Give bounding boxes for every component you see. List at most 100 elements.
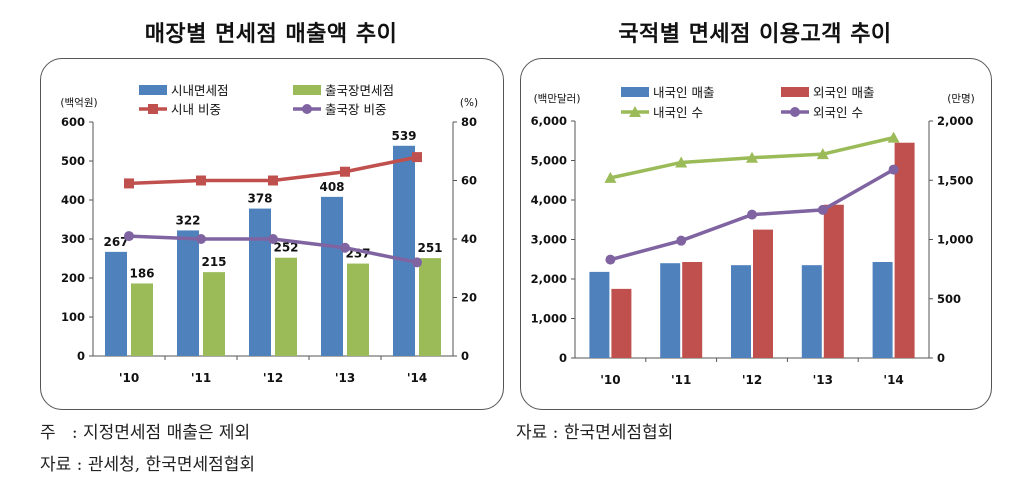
- c0-line-point-1: [340, 166, 350, 177]
- c0-x-tick-label: '13: [335, 371, 355, 385]
- c0-x-tick-label: '12: [263, 371, 283, 385]
- c0-legend-swatch: [139, 85, 167, 95]
- c1-y-tick-label-left: 5,000: [531, 154, 567, 168]
- chart-customers-box: (백만달러) (만명) 0 1,000 2,000 3,000 4,000 5,000 6,00…: [520, 58, 992, 410]
- c0-legend-marker: [148, 104, 158, 114]
- c1-y-tick-label-left: 0: [559, 351, 567, 365]
- chart-customers: (백만달러) (만명) 0 1,000 2,000 3,000 4,000 5,000 6,00…: [531, 85, 975, 387]
- c0-line-point-2: [268, 234, 278, 244]
- c1-legend-marker: [629, 106, 641, 117]
- c1-line-point-2: [888, 164, 899, 175]
- c0-bar-value-label: 186: [129, 266, 154, 280]
- c0-x-tick-label: '10: [119, 371, 139, 385]
- c0-y-tick-label-left: 0: [77, 349, 85, 363]
- c0-x-tick-label: '11: [191, 371, 211, 385]
- c0-y-tick-label-right: 0: [461, 349, 469, 363]
- c1-legend-label: 외국인 매출: [813, 85, 874, 100]
- c0-y-tick-label-right: 60: [461, 174, 477, 188]
- c1-legend-swatch: [781, 87, 809, 97]
- c1-bar-2: [894, 142, 915, 358]
- c0-line-point-1: [412, 152, 422, 163]
- c0-bar-value-label: 539: [391, 129, 416, 143]
- c0-legend-label: 출국장면세점: [325, 83, 394, 98]
- c1-bar-1: [731, 265, 751, 358]
- c0-bar-value-label: 267: [103, 235, 128, 249]
- c0-y-tick-label-left: 200: [61, 271, 85, 285]
- c0-y-tick-label-left: 400: [61, 193, 85, 207]
- c1-x-tick-label: '10: [600, 373, 620, 387]
- c1-line-point-1: [887, 131, 900, 143]
- c0-bar-value-label: 378: [247, 192, 272, 206]
- c1-y-tick-label-right: 2,000: [937, 114, 973, 128]
- c0-bar-1: [249, 208, 271, 356]
- c1-y-tick-label-left: 4,000: [531, 193, 567, 207]
- c1-bar-2: [611, 288, 632, 358]
- c0-bar-1: [105, 251, 127, 356]
- c0-y-tick-label-left: 500: [61, 154, 85, 168]
- c1-x-tick-label: '11: [671, 373, 691, 387]
- c0-legend-swatch: [293, 85, 321, 95]
- c0-bar-value-label: 215: [201, 255, 226, 269]
- c1-legend-marker: [790, 107, 800, 117]
- c0-bar-value-label: 252: [273, 241, 298, 255]
- c0-legend-marker: [302, 104, 312, 114]
- c0-line-point-2: [412, 257, 422, 268]
- c1-bar-1: [872, 262, 893, 358]
- c0-bar-2: [419, 258, 441, 356]
- c1-bar-1: [801, 265, 822, 358]
- c1-line-point-1: [816, 148, 829, 160]
- c0-line-point-1: [268, 175, 278, 186]
- c0-y-tick-label-left: 600: [61, 115, 85, 129]
- c0-bar-2: [347, 263, 369, 356]
- c1-line-point-2: [817, 204, 828, 215]
- c0-legend-label: 시내 비중: [171, 102, 221, 117]
- panel-title-customers: 국적별 면세점 이용고객 추이: [618, 22, 892, 47]
- c0-line-point-1: [196, 175, 206, 186]
- c1-y-tick-label-left: 1,000: [531, 312, 567, 326]
- c1-line-point-1: [675, 156, 688, 168]
- c1-x-tick-label: '12: [742, 373, 762, 387]
- c1-legend-label: 내국인 수: [653, 105, 703, 120]
- c0-y-tick-label-left: 300: [61, 232, 85, 246]
- c1-line-point-1: [746, 151, 758, 163]
- c1-line-point-1: [604, 171, 617, 183]
- c1-y-unit-right: (만명): [947, 93, 975, 105]
- c1-bar-1: [589, 271, 610, 358]
- c1-line-point-2: [676, 235, 687, 246]
- c0-bar-2: [131, 283, 153, 356]
- c0-x-tick-label: '14: [407, 371, 427, 385]
- c0-bar-value-label: 408: [319, 180, 344, 194]
- c1-line-point-2: [747, 209, 757, 220]
- c1-y-tick-label-right: 500: [937, 292, 961, 306]
- c1-legend-swatch: [621, 87, 649, 97]
- c1-legend-label: 내국인 매출: [653, 85, 714, 100]
- c0-bar-2: [275, 257, 297, 356]
- c1-x-tick-label: '13: [813, 373, 833, 387]
- chart-sales: (백억원) (%) 0 100 200 300 400 500 600 0 20 40 60 80 '10 '…: [60, 83, 478, 385]
- c0-y-unit-right: (%): [460, 97, 478, 109]
- c0-legend-label: 시내면세점: [171, 83, 229, 98]
- c0-bar-value-label: 322: [175, 213, 200, 227]
- footnote-excluded: 주 : 지정면세점 매출은 제외: [40, 423, 251, 443]
- panel-title-sales: 매장별 면세점 매출액 추이: [144, 22, 398, 47]
- c0-y-tick-label-right: 40: [461, 232, 477, 246]
- c0-y-tick-label-right: 80: [461, 115, 477, 129]
- c1-y-tick-label-right: 0: [937, 351, 945, 365]
- chart-sales-box: (백억원) (%) 0 100 200 300 400 500 600 0 20 40 60 80 '10 '…: [40, 58, 504, 410]
- c0-bar-2: [203, 272, 225, 356]
- c1-y-tick-label-right: 1,500: [937, 173, 973, 187]
- c0-y-tick-label-left: 100: [61, 310, 85, 324]
- c1-x-tick-label: '14: [883, 373, 903, 387]
- c0-line-point-2: [196, 234, 206, 244]
- c1-y-unit-left: (백만달러): [534, 93, 581, 105]
- c1-line-point-2: [605, 254, 616, 265]
- c1-y-tick-label-left: 3,000: [531, 233, 567, 247]
- c0-line-point-1: [124, 178, 134, 189]
- footnote-source-left: 자료 : 관세청, 한국면세점협회: [40, 455, 256, 475]
- c0-y-tick-label-right: 20: [461, 291, 477, 305]
- c1-y-tick-label-left: 6,000: [531, 114, 567, 128]
- c1-bar-1: [660, 263, 681, 358]
- c0-bar-1: [177, 230, 199, 356]
- c0-bar-value-label: 251: [417, 241, 442, 255]
- c1-legend-label: 외국인 수: [813, 105, 863, 120]
